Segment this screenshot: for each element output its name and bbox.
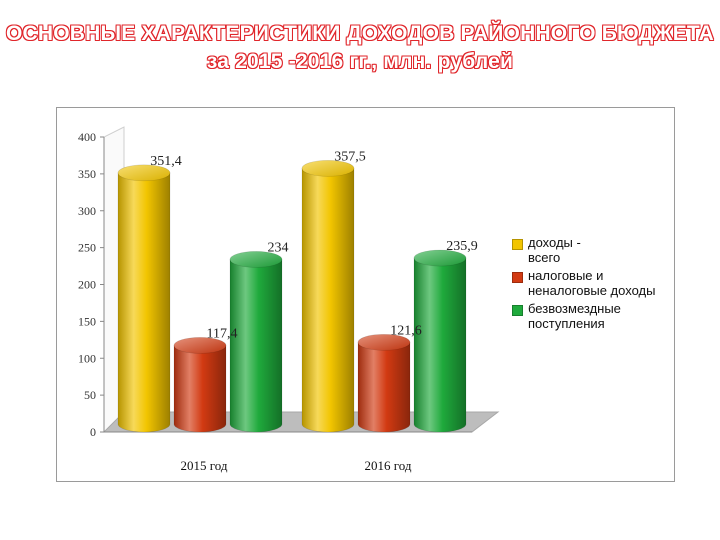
y-tick-label: 50 [84,388,96,402]
y-tick-label: 350 [78,167,96,181]
y-tick-label: 150 [78,314,96,328]
bar-top-2-0 [229,251,283,268]
legend-label-total-1: доходы - [528,235,581,250]
bar-1-1 [357,342,411,433]
data-label-1-0: 117,4 [207,326,238,341]
y-tick-label: 400 [78,130,96,144]
chart-title: ОСНОВНЫЕ ХАРАКТЕРИСТИКИ ДОХОДОВ РАЙОННОГ… [6,22,714,45]
data-label-2-0: 234 [268,240,289,255]
bar-top-1-0 [173,337,227,354]
y-tick-label: 0 [90,425,96,439]
x-category-label-0: 2015 год [181,458,228,473]
x-category-label-1: 2016 год [365,458,412,473]
legend-swatch-tax [512,272,523,283]
legend-item-grants: безвозмездные поступления [512,301,692,331]
legend-label-grants-1: безвозмездные [528,301,621,316]
chart-subtitle: за 2015 -2016 гг., млн. рублей [206,50,514,73]
data-label-0-1: 357,5 [334,149,366,164]
bar-top-1-1 [357,334,411,351]
legend-label-tax-1: налоговые и [528,268,604,283]
data-label-2-1: 235,9 [446,239,478,254]
data-label-0-0: 351,4 [150,154,182,169]
y-tick-label: 250 [78,241,96,255]
bar-top-0-1 [301,160,355,177]
legend-item-total: доходы - всего [512,235,692,265]
legend-swatch-grants [512,305,523,316]
legend: доходы - всего налоговые и неналоговые д… [512,235,692,334]
bar-top-2-1 [413,249,467,267]
legend-label-grants-2: поступления [528,316,605,331]
y-tick-label: 100 [78,351,96,365]
bar-2-1 [413,257,467,433]
bar-0-0 [117,172,171,433]
data-label-1-1: 121,6 [390,323,422,338]
legend-label-tax-2: неналоговые доходы [528,283,656,298]
legend-swatch-total [512,239,523,250]
y-tick-label: 200 [78,278,96,292]
legend-item-tax: налоговые и неналоговые доходы [512,268,692,298]
bar-0-1 [301,168,355,433]
bar-top-0-0 [117,164,171,182]
bar-1-0 [173,345,227,433]
y-tick-label: 300 [78,204,96,218]
bar-2-0 [229,259,283,433]
legend-label-total-2: всего [528,250,561,265]
